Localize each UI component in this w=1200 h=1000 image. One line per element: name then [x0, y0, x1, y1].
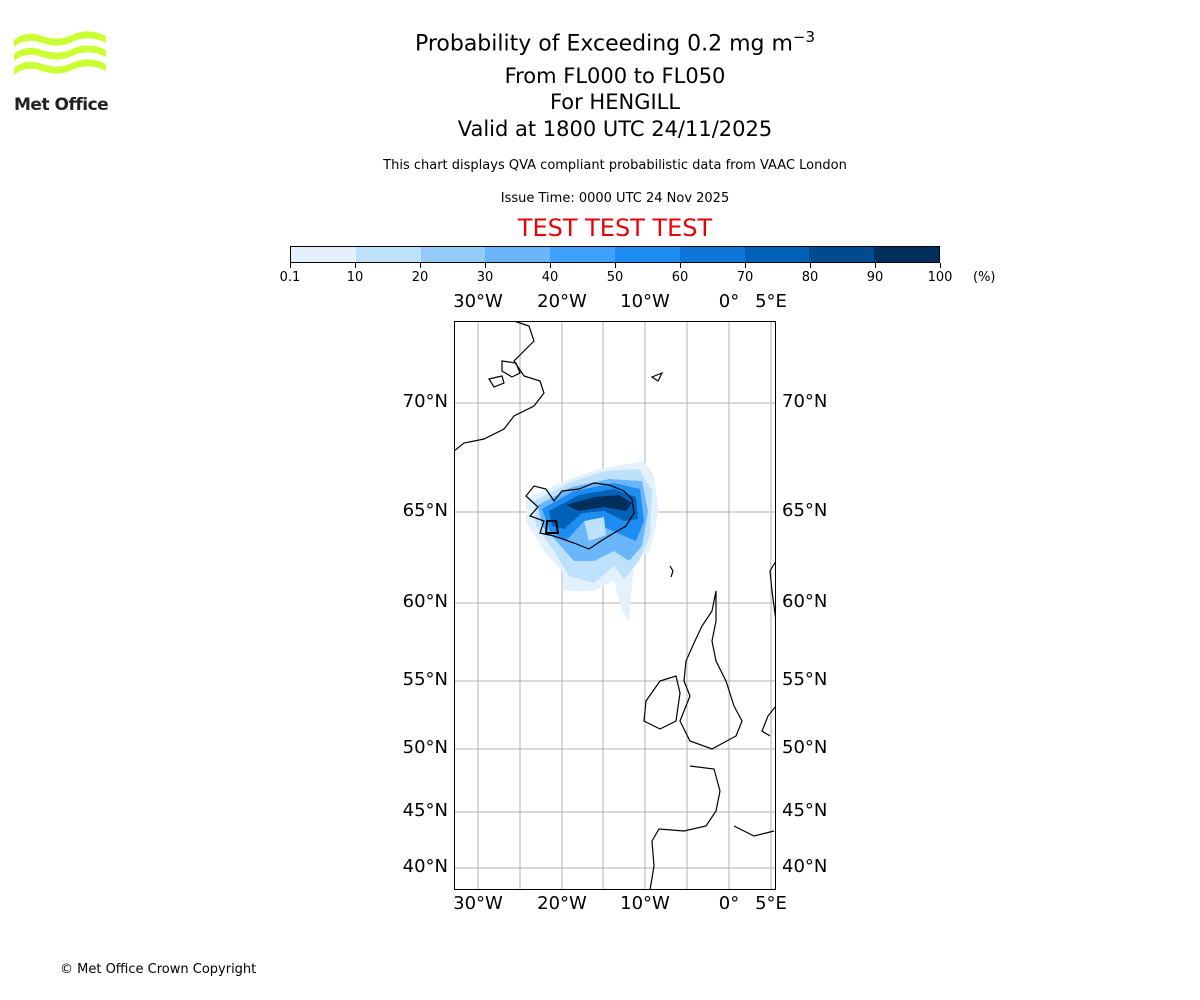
lon-label: 0° [718, 291, 740, 312]
lat-label: 70°N [782, 391, 828, 412]
colorbar-tick-mark [290, 263, 291, 268]
colorbar-tick-label: 60 [671, 270, 689, 285]
colorbar-tick-label: 20 [411, 270, 429, 285]
lon-label: 5°E [755, 291, 787, 312]
faroe-coast [669, 565, 674, 578]
colorbar-tick-mark [615, 263, 616, 268]
colorbar-tick-label: 0.1 [279, 270, 301, 285]
colorbar-tick-mark [420, 263, 421, 268]
map-frame [454, 321, 776, 890]
colorbar-bin-2 [420, 247, 486, 262]
greenland-coast [454, 321, 545, 452]
lon-label: 10°W [620, 893, 670, 914]
issue-time: Issue Time: 0000 UTC 24 Nov 2025 [500, 191, 730, 206]
logo-text: Met Office [14, 95, 109, 115]
colorbar [290, 246, 940, 263]
lon-label: 20°W [537, 893, 587, 914]
lat-label: 50°N [782, 737, 828, 758]
colorbar-tick-mark [680, 263, 681, 268]
norway-coast [761, 560, 776, 737]
colorbar-tick-label: 70 [736, 270, 754, 285]
coastlines [454, 321, 776, 890]
lon-label: 0° [718, 893, 740, 914]
lat-label: 60°N [402, 591, 448, 612]
colorbar-tick-mark [745, 263, 746, 268]
lon-label: 5°E [755, 893, 787, 914]
colorbar-tick-mark [940, 263, 941, 268]
colorbar-tick-label: 50 [606, 270, 624, 285]
colorbar-tick-mark [875, 263, 876, 268]
flight-levels: From FL000 to FL050 [504, 64, 726, 88]
colorbar-bin-5 [614, 247, 680, 262]
lon-label: 10°W [620, 291, 670, 312]
colorbar-bin-8 [809, 247, 875, 262]
met-office-waves-icon [14, 31, 106, 75]
gridlines [454, 321, 776, 890]
colorbar-bin-4 [550, 247, 615, 262]
colorbar-bin-6 [679, 247, 745, 262]
colorbar-bin-7 [744, 247, 810, 262]
qva-note: This chart displays QVA compliant probab… [383, 158, 847, 173]
met-office-logo: Met Office [14, 30, 109, 115]
colorbar-tick-mark [810, 263, 811, 268]
lat-label: 60°N [782, 591, 828, 612]
france-iberia-coast [649, 765, 775, 890]
lat-label: 45°N [402, 800, 448, 821]
lat-label: 55°N [782, 669, 828, 690]
valid-time: Valid at 1800 UTC 24/11/2025 [457, 117, 773, 141]
test-banner: TEST TEST TEST [517, 214, 713, 242]
lat-label: 65°N [402, 500, 448, 521]
colorbar-unit: (%) [973, 270, 996, 285]
colorbar-bin-9 [874, 247, 939, 262]
colorbar-tick-label: 90 [866, 270, 884, 285]
volcano-name: For HENGILL [549, 90, 681, 114]
colorbar-tick-label: 10 [346, 270, 364, 285]
scotland-coast [679, 590, 743, 750]
lat-label: 45°N [782, 800, 828, 821]
colorbar-tick-label: 80 [801, 270, 819, 285]
colorbar-tick-label: 30 [476, 270, 494, 285]
lon-label: 30°W [453, 893, 503, 914]
lon-label: 20°W [537, 291, 587, 312]
ash-probability-plume [526, 461, 659, 621]
map-border [454, 321, 776, 890]
iceland-coast [525, 482, 635, 550]
lat-label: 55°N [402, 669, 448, 690]
colorbar-tick-label: 40 [541, 270, 559, 285]
colorbar-tick-mark [355, 263, 356, 268]
copyright: © Met Office Crown Copyright [60, 962, 257, 977]
colorbar-bin-0 [291, 247, 356, 262]
lat-label: 70°N [402, 391, 448, 412]
colorbar-tick-label: 100 [927, 270, 953, 285]
colorbar-tick-mark [550, 263, 551, 268]
colorbar-bin-1 [355, 247, 421, 262]
lat-label: 40°N [402, 856, 448, 877]
lon-label: 30°W [453, 291, 503, 312]
lat-label: 40°N [782, 856, 828, 877]
chart-title: Probability of Exceeding 0.2 mg m−3 [414, 28, 816, 57]
colorbar-bin-3 [485, 247, 551, 262]
lat-label: 50°N [402, 737, 448, 758]
lat-label: 65°N [782, 500, 828, 521]
colorbar-tick-mark [485, 263, 486, 268]
ireland-coast [643, 675, 681, 730]
